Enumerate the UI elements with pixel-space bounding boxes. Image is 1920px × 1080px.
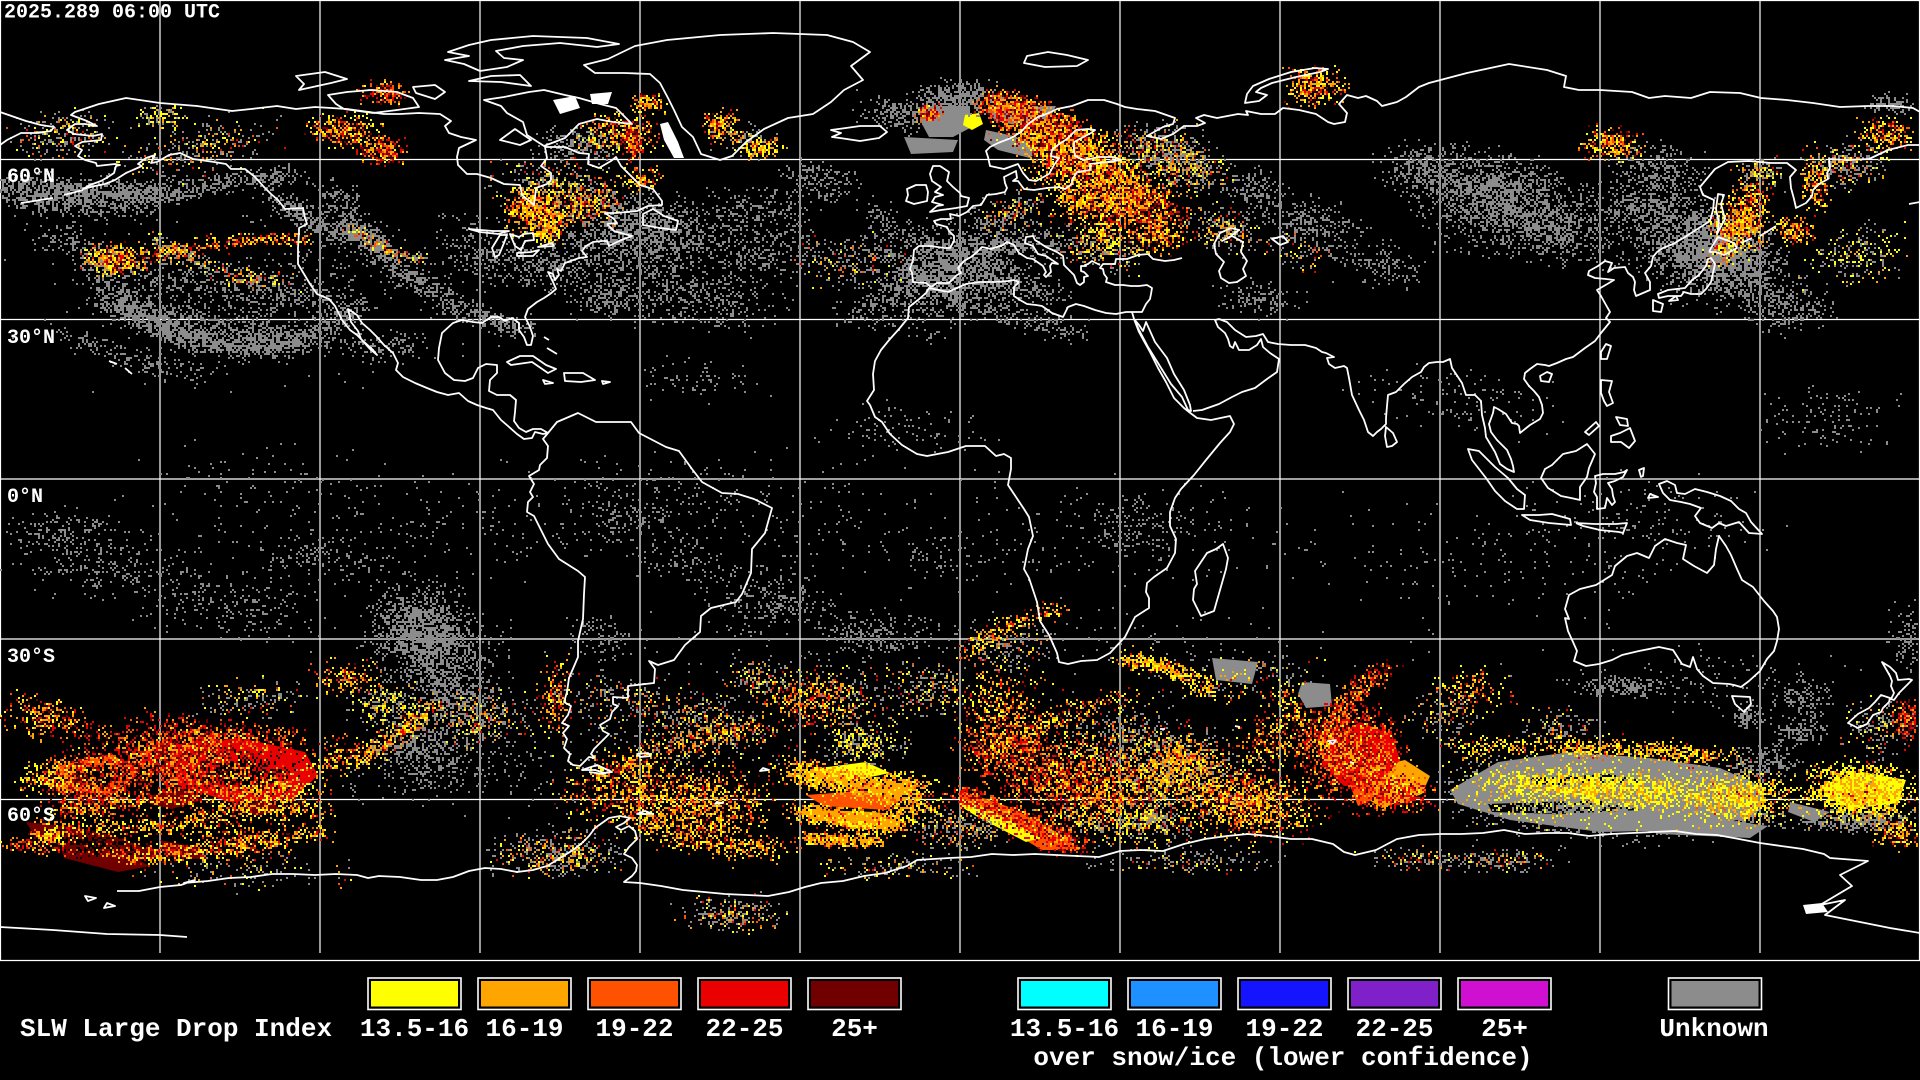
svg-text:19-22: 19-22 xyxy=(595,1014,673,1044)
svg-text:60°S: 60°S xyxy=(7,805,55,828)
svg-text:13.5-16: 13.5-16 xyxy=(1010,1014,1119,1044)
svg-text:Unknown: Unknown xyxy=(1659,1014,1768,1044)
svg-text:0°N: 0°N xyxy=(7,486,43,509)
svg-text:22-25: 22-25 xyxy=(1355,1014,1433,1044)
svg-text:30°N: 30°N xyxy=(7,327,55,350)
svg-text:22-25: 22-25 xyxy=(705,1014,783,1044)
svg-text:19-22: 19-22 xyxy=(1245,1014,1323,1044)
svg-text:over snow/ice (lower confidenc: over snow/ice (lower confidence) xyxy=(1033,1043,1532,1073)
svg-text:16-19: 16-19 xyxy=(485,1014,563,1044)
svg-text:30°S: 30°S xyxy=(7,646,55,669)
svg-text:25+: 25+ xyxy=(1481,1014,1528,1044)
svg-text:2025.289 06:00 UTC: 2025.289 06:00 UTC xyxy=(4,2,220,25)
svg-text:60°N: 60°N xyxy=(7,166,55,189)
svg-text:25+: 25+ xyxy=(831,1014,878,1044)
svg-text:SLW Large Drop Index: SLW Large Drop Index xyxy=(20,1014,332,1044)
svg-text:16-19: 16-19 xyxy=(1135,1014,1213,1044)
svg-text:13.5-16: 13.5-16 xyxy=(360,1014,469,1044)
